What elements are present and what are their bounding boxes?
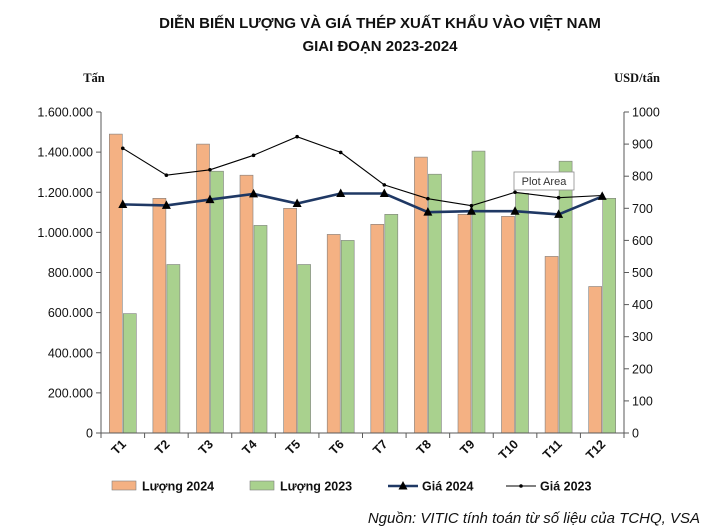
bar-lượng-2023-t6 <box>340 240 355 434</box>
x-tick-label-t4: T4 <box>239 437 259 457</box>
left-tick-label: 200.000 <box>48 386 93 400</box>
right-tick-label: 500 <box>632 266 653 280</box>
bar-lượng-2023-t9 <box>471 150 486 434</box>
right-tick-label: 400 <box>632 298 653 312</box>
point-giá-2024-t11 <box>554 209 564 218</box>
bar-lượng-2024-t2 <box>152 198 167 434</box>
legend-label-giá-2024: Giá 2024 <box>422 480 473 494</box>
point-giá-2023-t8 <box>426 196 430 201</box>
point-giá-2023-t3 <box>208 167 212 172</box>
left-tick-label: 400.000 <box>48 346 93 360</box>
point-giá-2024-t4 <box>249 188 259 198</box>
legend-label-giá-2023: Giá 2023 <box>540 480 591 494</box>
left-axis-unit: Tấn <box>83 71 105 85</box>
point-giá-2023-t4 <box>251 153 256 158</box>
bar-lượng-2023-t11 <box>558 160 573 434</box>
right-tick-label: 0 <box>632 427 639 441</box>
left-tick-label: 1.200.000 <box>37 186 93 200</box>
point-giá-2023-t2 <box>164 173 169 178</box>
point-giá-2023-t1 <box>120 146 125 151</box>
point-giá-2024-t2 <box>161 200 171 209</box>
point-giá-2024-t3 <box>205 194 215 204</box>
x-tick-label-t12: T12 <box>583 437 608 462</box>
x-tick-label-t3: T3 <box>196 437 216 457</box>
bar-lượng-2023-t4 <box>253 225 268 434</box>
bar-lượng-2023-t10 <box>515 193 529 434</box>
x-tick-label-t2: T2 <box>152 437 172 457</box>
left-tick-label: 1.000.000 <box>37 226 93 240</box>
tooltip-box <box>513 171 575 191</box>
bar-lượng-2023-t5 <box>297 264 311 434</box>
x-tick-label-t1: T1 <box>109 437 129 457</box>
bar-lượng-2023-t12 <box>602 198 617 434</box>
bar-lượng-2024-t7 <box>370 224 385 434</box>
bar-lượng-2024-t6 <box>326 234 341 434</box>
point-giá-2024-t9 <box>466 206 476 215</box>
bar-lượng-2024-t12 <box>588 286 603 434</box>
right-tick-label: 600 <box>632 234 653 248</box>
point-giá-2024-t1 <box>118 199 128 208</box>
right-tick-label: 800 <box>632 170 653 184</box>
tooltip-text: Plot Area <box>522 176 568 188</box>
legend-label-lượng-2024: Lượng 2024 <box>142 480 214 494</box>
x-tick-label-t6: T6 <box>327 437 347 457</box>
bar-lượng-2024-t5 <box>283 208 297 434</box>
legend: Lượng 2024 Lượng 2023 Giá 2024 Giá 2023 <box>111 480 591 494</box>
point-giá-2024-t6 <box>336 188 346 198</box>
right-tick-label: 900 <box>632 138 653 152</box>
point-giá-2024-t10 <box>510 206 520 215</box>
bar-lượng-2023-t7 <box>384 214 399 434</box>
point-giá-2024-t7 <box>379 188 389 198</box>
left-tick-label: 1.600.000 <box>37 106 93 120</box>
bar-lượng-2024-t11 <box>544 256 559 434</box>
point-giá-2024-t5 <box>292 198 302 207</box>
right-tick-label: 200 <box>632 362 653 376</box>
point-giá-2023-t6 <box>338 150 343 155</box>
x-tick-label-t8: T8 <box>414 437 434 457</box>
plot-area-tooltip: Plot Area <box>513 171 575 191</box>
line-giá-2024 <box>122 192 603 216</box>
line-giá-2023 <box>122 136 603 207</box>
point-giá-2023-t11 <box>556 195 561 200</box>
right-tick-label: 300 <box>632 330 653 344</box>
chart-subtitle: GIAI ĐOẠN 2023-2024 <box>302 38 458 55</box>
bar-lượng-2024-t4 <box>239 174 254 434</box>
right-tick-label: 1000 <box>632 106 660 120</box>
bar-lượng-2023-t3 <box>210 170 224 434</box>
legend-swatch-lượng-2023 <box>249 480 275 491</box>
x-tick-label-t9: T9 <box>457 437 477 457</box>
x-tick-label-t5: T5 <box>283 437 303 457</box>
legend-label-lượng-2023: Lượng 2023 <box>280 480 352 494</box>
point-giá-2024-t8 <box>423 207 433 216</box>
x-tick-label-t11: T11 <box>540 437 565 462</box>
point-giá-2023-t12 <box>600 193 605 198</box>
legend-marker-giá-2023 <box>519 484 523 488</box>
bar-lượng-2024-t9 <box>457 214 472 434</box>
left-tick-label: 0 <box>86 427 93 441</box>
left-tick-label: 600.000 <box>48 306 93 320</box>
point-giá-2023-t5 <box>295 134 299 139</box>
right-tick-label: 100 <box>632 394 653 408</box>
bar-lượng-2024-t3 <box>196 143 210 434</box>
bar-lượng-2023-t2 <box>166 264 181 434</box>
right-axis-unit: USD/tấn <box>614 71 660 85</box>
x-tick-label-t7: T7 <box>370 437 390 457</box>
source-note: Nguồn: VITIC tính toán từ số liệu của TC… <box>368 510 700 527</box>
point-giá-2023-t9 <box>469 203 474 208</box>
chart-title: DIỄN BIẾN LƯỢNG VÀ GIÁ THÉP XUẤT KHẨU VÀ… <box>159 14 601 32</box>
bar-lượng-2023-t1 <box>123 313 137 434</box>
legend-swatch-lượng-2024 <box>111 480 137 491</box>
x-tick-label-t10: T10 <box>496 437 521 462</box>
point-giá-2023-t10 <box>513 190 517 195</box>
right-tick-label: 700 <box>632 202 653 216</box>
point-giá-2023-t7 <box>382 183 387 187</box>
plot-area[interactable]: 0 200.000 400.000 600.000 800.000 1.000.000 1.… <box>37 106 659 463</box>
left-tick-label: 800.000 <box>48 266 93 280</box>
bar-lượng-2024-t10 <box>501 216 515 434</box>
legend-marker-giá-2024 <box>398 481 408 490</box>
bar-lượng-2024-t1 <box>109 133 123 434</box>
left-tick-label: 1.400.000 <box>37 146 93 160</box>
